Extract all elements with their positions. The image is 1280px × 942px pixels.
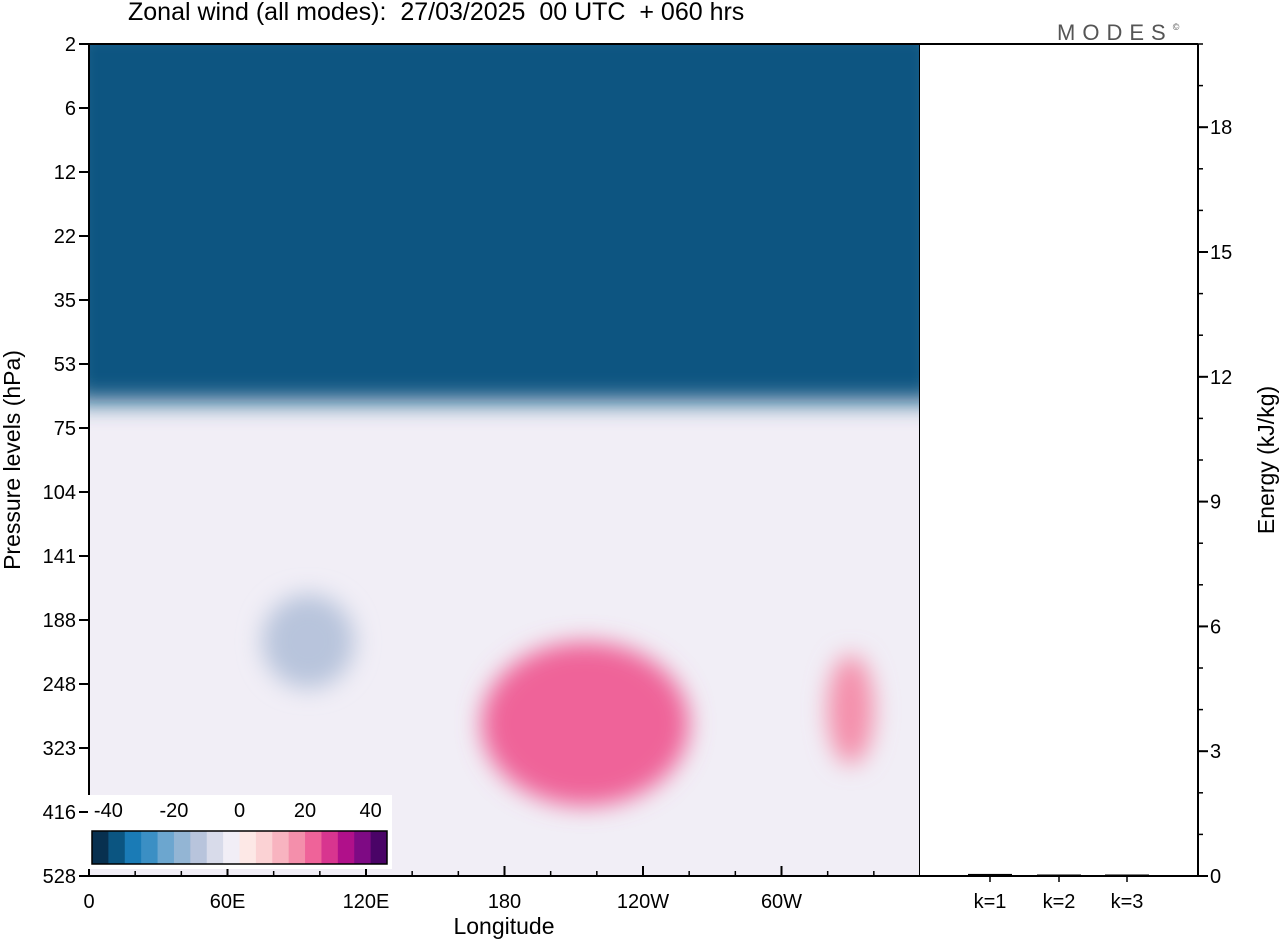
heatmap-regions xyxy=(89,44,920,806)
energy-category-label: k=1 xyxy=(974,891,1007,913)
energy-tick-label: 3 xyxy=(1210,741,1221,763)
colorbar-swatch xyxy=(255,831,273,864)
energy-tick-label: 12 xyxy=(1210,367,1232,389)
x-tick-label: 120E xyxy=(343,891,390,913)
wind-region xyxy=(89,44,920,402)
energy-tick-label: 15 xyxy=(1210,242,1232,264)
colorbar-swatch xyxy=(206,831,224,864)
energy-plot-area xyxy=(920,44,1198,876)
y-tick-label: 53 xyxy=(54,354,76,376)
zonal-wind-heatmap xyxy=(89,44,920,876)
y-tick-label: 141 xyxy=(43,546,76,568)
colorbar-swatch xyxy=(108,831,126,864)
colorbar: -40 -20 0 20 40 xyxy=(88,795,392,869)
colorbar-swatch xyxy=(239,831,257,864)
energy-bar xyxy=(1105,874,1149,876)
energy-bar xyxy=(968,873,1012,876)
y-tick-label: 248 xyxy=(43,674,76,696)
colorbar-swatch xyxy=(190,831,208,864)
wind-region xyxy=(262,594,355,689)
y-tick-label: 2 xyxy=(65,34,76,56)
energy-bar-chart: 0 3 6 9 12 15 18 k=1 k=2 k=3 xyxy=(920,43,1232,913)
colorbar-tick-label: -40 xyxy=(94,800,123,822)
colorbar-swatch xyxy=(223,831,240,864)
x-tick-label: 60E xyxy=(210,891,246,913)
energy-category-label: k=2 xyxy=(1043,891,1076,913)
x-tick-label: 180 xyxy=(488,891,521,913)
longitude-axis: 0 60E 120E 180 120W 60W xyxy=(83,866,921,913)
energy-category-label: k=3 xyxy=(1111,891,1144,913)
colorbar-frame xyxy=(91,830,388,865)
colorbar-swatch xyxy=(370,831,388,864)
wind-region xyxy=(481,641,690,806)
colorbar-tick-label: 40 xyxy=(359,800,381,822)
colorbar-swatch xyxy=(321,831,339,864)
colorbar-swatch xyxy=(92,831,109,864)
colorbar-swatch xyxy=(305,831,322,864)
y-tick-label: 104 xyxy=(43,482,76,504)
colorbar-swatch xyxy=(354,831,372,864)
logo-text: MODES xyxy=(1057,20,1173,45)
energy-tick-label: 6 xyxy=(1210,616,1221,638)
energy-tick-label: 0 xyxy=(1210,866,1221,888)
figure-title: Zonal wind (all modes): 27/03/2025 00 UT… xyxy=(128,0,745,26)
energy-tick-label: 18 xyxy=(1210,117,1232,139)
colorbar-tick-label: -20 xyxy=(159,800,188,822)
y-tick-label: 12 xyxy=(54,162,76,184)
colorbar-tick-label: 20 xyxy=(294,800,316,822)
y-tick-label: 323 xyxy=(43,738,76,760)
y-tick-label: 416 xyxy=(43,802,76,824)
y-tick-label: 528 xyxy=(43,866,76,888)
colorbar-swatch xyxy=(337,831,355,864)
energy-bar xyxy=(1037,874,1081,876)
colorbar-swatch xyxy=(141,831,159,864)
x-tick-label: 60W xyxy=(761,891,802,913)
colorbar-swatch xyxy=(173,831,191,864)
colorbar-swatch xyxy=(124,831,142,864)
longitude-axis-title: Longitude xyxy=(453,913,554,939)
pressure-axis-title: Pressure levels (hPa) xyxy=(0,350,25,570)
pressure-axis: 2 6 12 22 35 53 75 104 141 188 248 323 416 528 xyxy=(43,34,89,888)
y-tick-label: 188 xyxy=(43,610,76,632)
logo-mark: © xyxy=(1172,22,1180,32)
wind-region xyxy=(827,654,874,765)
x-tick-label: 0 xyxy=(83,891,94,913)
colorbar-swatch xyxy=(157,831,175,864)
energy-axis-title: Energy (kJ/kg) xyxy=(1253,386,1279,534)
y-tick-label: 75 xyxy=(54,418,76,440)
modes-logo: MODES© xyxy=(1057,20,1179,46)
energy-tick-label: 9 xyxy=(1210,492,1221,514)
colorbar-swatch xyxy=(288,831,306,864)
colorbar-swatch xyxy=(272,831,290,864)
x-tick-label: 120W xyxy=(617,891,669,913)
y-tick-label: 6 xyxy=(65,98,76,120)
y-tick-label: 35 xyxy=(54,290,76,312)
y-tick-label: 22 xyxy=(54,226,76,248)
colorbar-tick-label: 0 xyxy=(234,800,245,822)
